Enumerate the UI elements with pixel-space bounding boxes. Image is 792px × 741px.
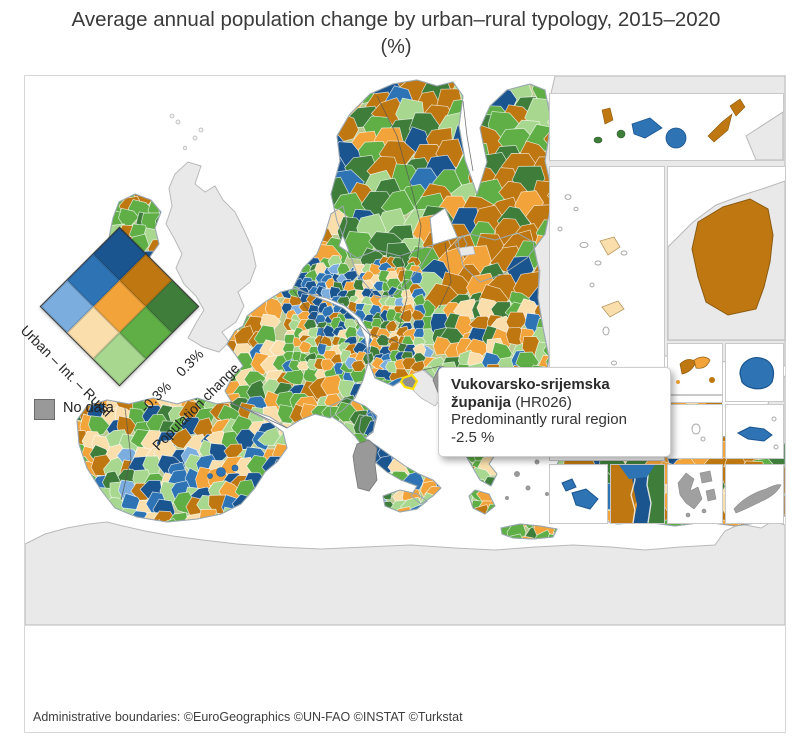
inset-saint-martin[interactable] (667, 395, 723, 409)
title-line2: (%) (380, 36, 412, 58)
map-panel: Urban – Int. – Rural -0.3% 0.3% Populati… (18, 75, 786, 733)
inset-reunion[interactable] (725, 343, 784, 402)
no-data-swatch (34, 399, 55, 420)
region-tooltip: Vukovarsko-srijemska županija (HR026) Pr… (438, 367, 671, 457)
highlighted-region[interactable] (399, 373, 419, 391)
inset-svalbard[interactable] (667, 464, 723, 524)
inset-guyane[interactable] (667, 166, 786, 341)
attribution-text: Administrative boundaries: ©EuroGeograph… (33, 710, 463, 724)
page-title: Average annual population change by urba… (0, 6, 792, 60)
tooltip-region-code: (HR026) (515, 393, 572, 411)
no-data-label: No data (63, 400, 114, 416)
tooltip-typology: Predominantly rural region (451, 411, 627, 428)
inset-jan-mayen[interactable] (725, 464, 784, 524)
inset-liechtenstein[interactable] (610, 464, 665, 524)
tooltip-region-line: Vukovarsko-srijemska županija (HR026) (451, 376, 658, 411)
tooltip-value: -2.5 % (451, 428, 495, 446)
tooltip-region-name: Vukovarsko-srijemska županija (451, 376, 610, 411)
title-line1: Average annual population change by urba… (71, 8, 721, 31)
inset-canarias[interactable] (549, 93, 784, 161)
inset-madeira[interactable] (725, 404, 784, 459)
inset-malta[interactable] (549, 464, 608, 524)
inset-mayotte[interactable] (667, 404, 723, 459)
inset-guadeloupe[interactable] (667, 343, 723, 395)
